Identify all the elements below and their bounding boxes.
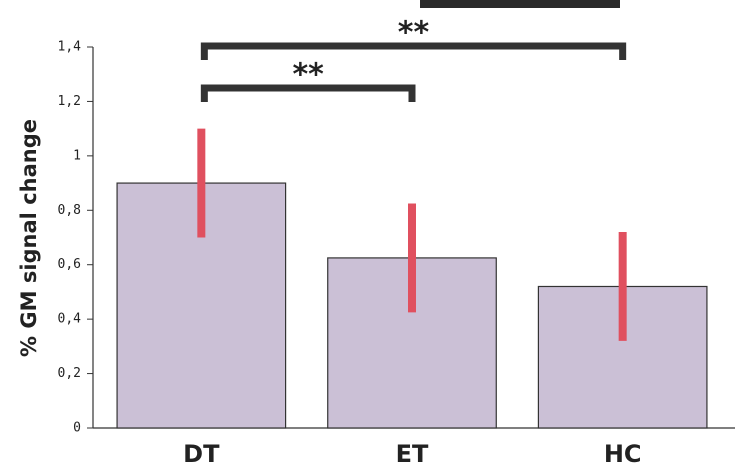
y-tick-label: 0 [73,421,81,436]
y-tick-label: 1,2 [58,94,81,109]
y-tick-label: 0,4 [58,312,82,327]
y-tick-label: 0,8 [58,203,81,218]
y-tick-label: 1 [73,148,81,163]
y-tick-label: 0,6 [58,257,81,272]
x-tick-label: ET [396,440,429,468]
y-axis-label: % GM signal change [17,119,41,357]
y-tick-label: 1,4 [58,40,82,55]
x-tick-label: HC [604,440,642,468]
image-fragment [420,0,620,8]
significance-label: ** [398,16,430,51]
significance-label: ** [292,58,324,93]
y-tick-label: 0,2 [58,366,81,381]
chart: % GM signal change 0 0,2 0,4 0,6 0,8 1 1,2 1,4 D… [0,0,738,470]
x-tick-label: DT [183,440,220,468]
